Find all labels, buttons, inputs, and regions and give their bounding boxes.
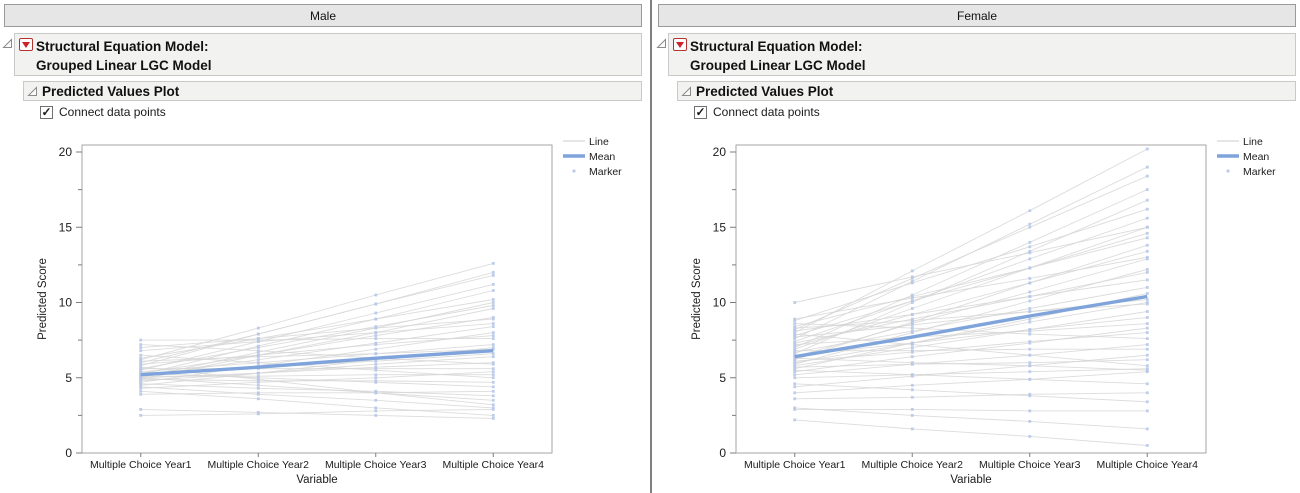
connect-data-points-label: Connect data points (713, 105, 820, 119)
checkmark-icon: ✓ (41, 104, 52, 119)
panel-male: Male Structural Equation Model: Grouped … (0, 4, 650, 493)
svg-text:20: 20 (713, 145, 727, 159)
svg-text:Line: Line (1243, 136, 1263, 148)
model-title: Structural Equation Model: Grouped Linea… (690, 37, 866, 75)
svg-text:10: 10 (59, 296, 73, 310)
model-title-line2: Grouped Linear LGC Model (690, 58, 866, 73)
svg-text:Predicted Score: Predicted Score (37, 258, 49, 340)
red-triangle-menu-icon[interactable] (19, 38, 33, 51)
disclosure-triangle-icon[interactable] (681, 85, 692, 97)
svg-text:Multiple Choice Year2: Multiple Choice Year2 (861, 459, 963, 471)
predicted-values-plot-header: Predicted Values Plot (677, 81, 1296, 101)
red-triangle-menu-icon[interactable] (673, 38, 687, 51)
panel-female: Female Structural Equation Model: Groupe… (654, 0, 1300, 493)
predicted-values-plot-header: Predicted Values Plot (23, 81, 642, 101)
svg-text:Marker: Marker (589, 166, 622, 178)
group-label: Female (956, 8, 997, 23)
model-title: Structural Equation Model: Grouped Linea… (36, 37, 212, 75)
checkmark-icon: ✓ (695, 104, 706, 119)
svg-text:15: 15 (59, 220, 73, 234)
svg-text:Variable: Variable (950, 474, 991, 486)
svg-text:5: 5 (719, 371, 726, 385)
model-title-box: Structural Equation Model: Grouped Linea… (668, 33, 1296, 76)
svg-text:0: 0 (719, 446, 726, 460)
connect-data-points-label: Connect data points (59, 105, 166, 119)
group-header-female: Female (658, 4, 1296, 27)
svg-text:10: 10 (713, 296, 727, 310)
svg-text:Multiple Choice Year3: Multiple Choice Year3 (325, 459, 427, 471)
model-title-line2: Grouped Linear LGC Model (36, 58, 212, 73)
group-label: Male (309, 8, 336, 23)
svg-text:Multiple Choice Year4: Multiple Choice Year4 (1096, 459, 1198, 471)
disclosure-triangle-icon[interactable] (656, 38, 667, 49)
predicted-values-plot-canvas[interactable]: 0 5 10 15 20 Multiple Choice Year1 Multiple Ch… (654, 130, 1300, 493)
svg-text:Multiple Choice Year4: Multiple Choice Year4 (442, 459, 544, 471)
model-title-line1: Structural Equation Model: (690, 39, 863, 54)
plot-title: Predicted Values Plot (42, 83, 180, 99)
svg-text:Line: Line (589, 136, 609, 148)
group-header-male: Male (4, 4, 642, 27)
svg-text:Variable: Variable (296, 474, 337, 486)
svg-text:Mean: Mean (1243, 151, 1269, 163)
predicted-values-plot-canvas[interactable]: 0 5 10 15 20 Multiple Choice Year1 Multiple Ch… (0, 130, 650, 493)
svg-text:5: 5 (65, 371, 72, 385)
svg-text:Predicted Score: Predicted Score (691, 258, 703, 340)
disclosure-triangle-icon[interactable] (2, 38, 13, 49)
svg-text:20: 20 (59, 145, 73, 159)
svg-text:15: 15 (713, 220, 727, 234)
plot-title: Predicted Values Plot (696, 83, 834, 99)
model-title-line1: Structural Equation Model: (36, 39, 209, 54)
disclosure-triangle-icon[interactable] (27, 85, 38, 97)
svg-text:Multiple Choice Year1: Multiple Choice Year1 (744, 459, 846, 471)
model-title-box: Structural Equation Model: Grouped Linea… (14, 33, 642, 76)
panel-divider (650, 0, 652, 493)
svg-text:Mean: Mean (589, 151, 615, 163)
connect-data-points-checkbox[interactable]: ✓ (40, 104, 53, 119)
svg-text:0: 0 (65, 446, 72, 460)
svg-text:Multiple Choice Year1: Multiple Choice Year1 (90, 459, 192, 471)
svg-text:Multiple Choice Year3: Multiple Choice Year3 (979, 459, 1081, 471)
connect-data-points-row: ✓ Connect data points (694, 105, 820, 119)
svg-text:Marker: Marker (1243, 166, 1276, 178)
connect-data-points-row: ✓ Connect data points (40, 105, 166, 119)
connect-data-points-checkbox[interactable]: ✓ (694, 104, 707, 119)
svg-text:Multiple Choice Year2: Multiple Choice Year2 (207, 459, 309, 471)
